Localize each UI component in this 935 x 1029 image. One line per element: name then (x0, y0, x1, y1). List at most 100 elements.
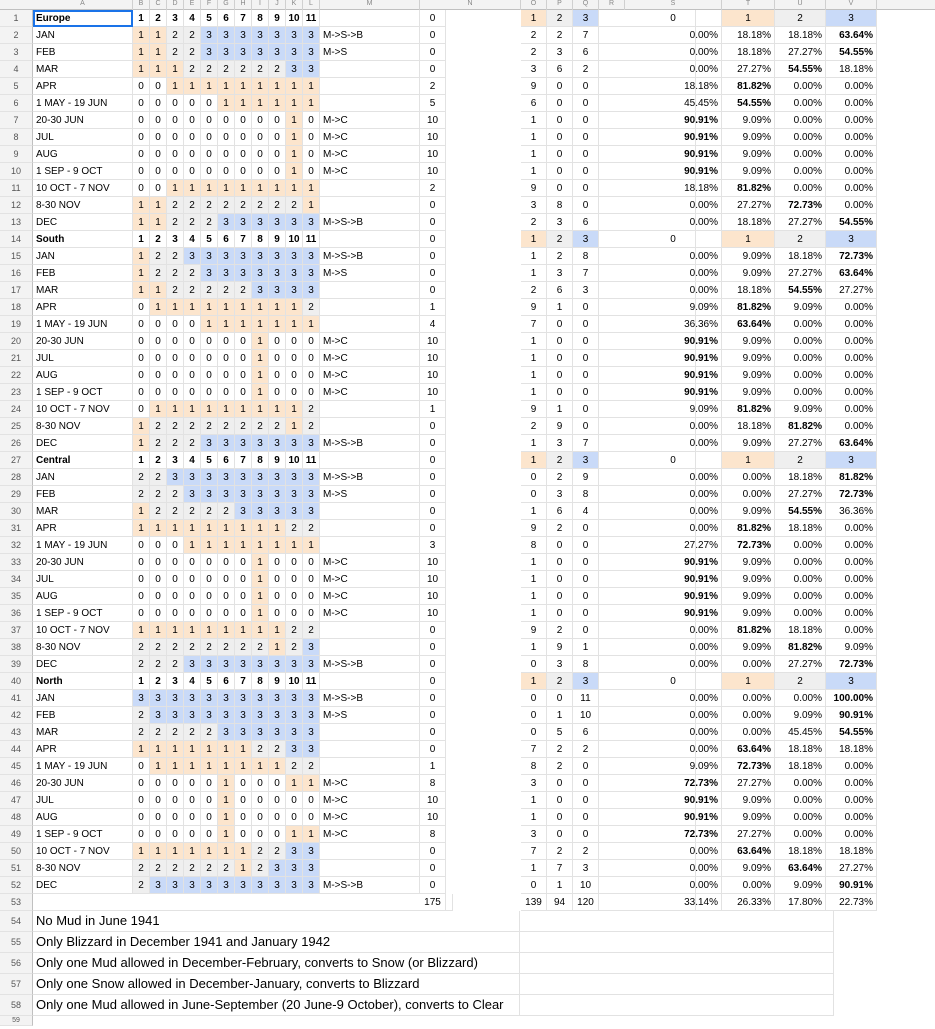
weather-value[interactable]: 2 (150, 248, 167, 265)
count-cell[interactable]: 0 (573, 622, 599, 639)
weather-value[interactable]: 2 (150, 265, 167, 282)
row-number[interactable]: 47 (0, 792, 33, 809)
period-label[interactable]: AUG (33, 809, 133, 826)
weather-value[interactable]: 0 (235, 350, 252, 367)
section-header-number[interactable]: 1 (133, 231, 150, 248)
rule-note[interactable]: Only one Mud allowed in December-Februar… (33, 953, 520, 974)
section-header-number[interactable]: 11 (303, 10, 320, 27)
count-cell[interactable]: 0 (521, 690, 547, 707)
percent-cell[interactable]: 0.00% (625, 724, 722, 741)
percent-cell[interactable]: 0.00% (826, 129, 877, 146)
percent-cell[interactable]: 18.18% (775, 27, 826, 44)
section-header-number[interactable]: 1 (133, 452, 150, 469)
weather-value[interactable]: 2 (167, 724, 184, 741)
weather-value[interactable]: 3 (167, 707, 184, 724)
count-cell[interactable]: 1 (547, 707, 573, 724)
period-label[interactable]: 20-30 JUN (33, 112, 133, 129)
weather-value[interactable]: 0 (167, 537, 184, 554)
percent-cell[interactable]: 9.09% (722, 809, 775, 826)
count-cell[interactable]: 1 (521, 809, 547, 826)
period-label[interactable]: JUL (33, 792, 133, 809)
weather-value[interactable]: 1 (286, 418, 303, 435)
weather-value[interactable]: 2 (201, 860, 218, 877)
weather-value[interactable]: 0 (184, 112, 201, 129)
weather-value[interactable]: 1 (286, 775, 303, 792)
weather-value[interactable]: 3 (286, 486, 303, 503)
percent-cell[interactable]: 45.45% (775, 724, 826, 741)
section-header-number[interactable]: 1 (133, 673, 150, 690)
weather-value[interactable]: 0 (218, 571, 235, 588)
count-cell[interactable]: 0 (573, 418, 599, 435)
weather-value[interactable]: 3 (252, 690, 269, 707)
count-cell[interactable]: 0 (547, 333, 573, 350)
percent-cell[interactable]: 72.73% (826, 248, 877, 265)
row-number[interactable]: 44 (0, 741, 33, 758)
weather-value[interactable]: 1 (303, 197, 320, 214)
count-cell[interactable]: 8 (573, 248, 599, 265)
percent-cell[interactable]: 0.00% (826, 401, 877, 418)
count-cell[interactable]: 1 (521, 248, 547, 265)
weather-value[interactable]: 0 (150, 775, 167, 792)
count-cell[interactable]: 1 (521, 129, 547, 146)
total-percent[interactable]: 17.80% (775, 894, 826, 911)
weather-value[interactable]: 0 (303, 112, 320, 129)
conversion-note[interactable] (320, 724, 420, 741)
row-number[interactable]: 6 (0, 95, 33, 112)
weather-value[interactable]: 0 (150, 792, 167, 809)
weather-value[interactable]: 0 (269, 384, 286, 401)
row-number[interactable]: 48 (0, 809, 33, 826)
percent-cell[interactable]: 18.18% (775, 622, 826, 639)
count-cell[interactable]: 0 (420, 860, 446, 877)
column-header-j[interactable]: J (269, 0, 286, 10)
weather-value[interactable]: 1 (303, 316, 320, 333)
count-cell[interactable]: 0 (573, 299, 599, 316)
weather-value[interactable]: 0 (184, 792, 201, 809)
count-cell[interactable]: 5 (547, 724, 573, 741)
period-label[interactable]: JAN (33, 248, 133, 265)
weather-value[interactable]: 1 (252, 316, 269, 333)
percent-cell[interactable]: 54.55% (826, 724, 877, 741)
section-header-number[interactable]: 10 (286, 673, 303, 690)
weather-value[interactable]: 2 (150, 656, 167, 673)
weather-value[interactable]: 0 (184, 316, 201, 333)
weather-value[interactable]: 0 (269, 826, 286, 843)
count-cell[interactable]: 7 (573, 435, 599, 452)
weather-value[interactable]: 0 (201, 826, 218, 843)
percent-cell[interactable]: 0.00% (775, 554, 826, 571)
weather-value[interactable]: 2 (235, 418, 252, 435)
count-cell[interactable]: 0 (573, 588, 599, 605)
weather-value[interactable]: 1 (235, 180, 252, 197)
weather-value[interactable]: 1 (167, 299, 184, 316)
count-cell[interactable]: 2 (521, 418, 547, 435)
rule-note[interactable]: Only Blizzard in December 1941 and Janua… (33, 932, 520, 953)
percent-cell[interactable]: 0.00% (775, 588, 826, 605)
weather-value[interactable]: 0 (252, 809, 269, 826)
count-cell[interactable]: 10 (420, 333, 446, 350)
percent-cell[interactable]: 90.91% (625, 333, 722, 350)
row-number[interactable]: 10 (0, 163, 33, 180)
weather-value[interactable]: 1 (235, 299, 252, 316)
count-cell[interactable]: 0 (573, 333, 599, 350)
weather-value[interactable]: 2 (235, 639, 252, 656)
weather-value[interactable]: 0 (218, 163, 235, 180)
row-number[interactable]: 38 (0, 639, 33, 656)
count-cell[interactable]: 0 (547, 112, 573, 129)
weather-value[interactable]: 2 (167, 27, 184, 44)
weather-value[interactable]: 2 (150, 503, 167, 520)
weather-value[interactable]: 0 (184, 775, 201, 792)
row-number[interactable]: 5 (0, 78, 33, 95)
period-label[interactable]: JAN (33, 469, 133, 486)
weather-value[interactable]: 1 (252, 588, 269, 605)
percent-cell[interactable]: 72.73% (625, 826, 722, 843)
count-cell[interactable]: 1 (521, 384, 547, 401)
period-label[interactable]: DEC (33, 435, 133, 452)
weather-value[interactable]: 3 (235, 503, 252, 520)
weather-value[interactable]: 3 (269, 44, 286, 61)
count-cell[interactable]: 0 (547, 571, 573, 588)
weather-value[interactable]: 3 (252, 265, 269, 282)
count-cell[interactable]: 0 (420, 877, 446, 894)
weather-value[interactable]: 2 (218, 282, 235, 299)
count-cell[interactable]: 10 (420, 146, 446, 163)
weather-value[interactable]: 1 (133, 622, 150, 639)
weather-value[interactable]: 1 (269, 622, 286, 639)
